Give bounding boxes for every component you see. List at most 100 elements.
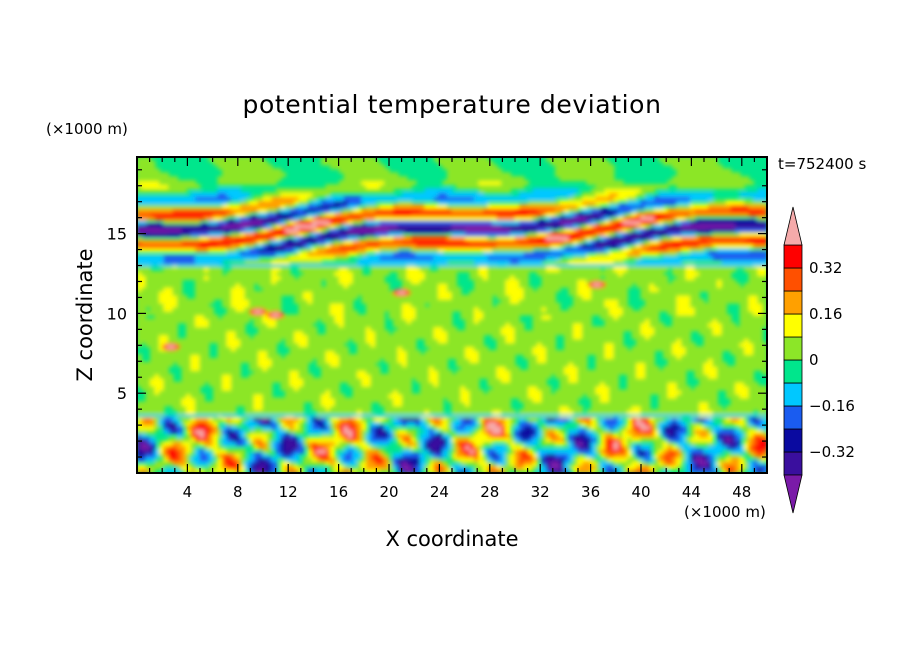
field-cell: [208, 464, 214, 470]
field-cell: [294, 464, 300, 470]
field-cell: [280, 235, 286, 241]
field-cell: [285, 282, 291, 288]
field-cell: [460, 346, 466, 352]
field-cell: [307, 377, 313, 383]
field-cell: [307, 298, 313, 304]
field-cell: [447, 286, 453, 292]
field-cell: [352, 330, 358, 336]
field-cell: [195, 369, 201, 375]
field-cell: [406, 452, 412, 458]
field-cell: [186, 334, 192, 340]
field-cell: [366, 452, 372, 458]
field-cell: [339, 219, 345, 225]
field-cell: [168, 381, 174, 387]
field-cell: [195, 211, 201, 217]
field-cell: [460, 207, 466, 213]
field-cell: [298, 365, 304, 371]
field-cell: [298, 425, 304, 431]
field-cell: [384, 354, 390, 359]
field-cell: [393, 346, 399, 352]
field-cell: [325, 421, 331, 427]
field-cell: [217, 330, 223, 336]
field-cell: [321, 381, 327, 387]
field-cell: [181, 215, 187, 221]
field-cell: [226, 322, 232, 328]
field-cell: [307, 444, 313, 450]
field-cell: [447, 346, 453, 352]
field-cell: [141, 436, 147, 442]
field-cell: [195, 278, 201, 284]
field-cell: [433, 357, 439, 363]
field-cell: [226, 318, 232, 324]
field-cell: [253, 196, 259, 201]
field-cell: [298, 243, 304, 249]
field-cell: [411, 278, 417, 284]
field-cell: [397, 429, 403, 434]
field-cell: [366, 389, 372, 395]
field-cell: [177, 405, 183, 411]
field-cell: [388, 385, 394, 391]
field-cell: [393, 417, 399, 423]
field-cell: [384, 294, 390, 300]
field-cell: [271, 294, 277, 300]
field-cell: [163, 361, 169, 367]
field-cell: [325, 282, 331, 288]
field-cell: [190, 393, 196, 399]
field-cell: [303, 314, 309, 320]
field-cell: [177, 275, 183, 280]
field-cell: [145, 302, 151, 308]
field-cell: [177, 448, 183, 454]
field-cell: [316, 448, 322, 454]
field-cell: [388, 306, 394, 312]
field-cell: [231, 278, 237, 284]
field-cell: [433, 456, 439, 462]
field-cell: [397, 456, 403, 462]
field-cell: [334, 199, 340, 205]
field-cell: [267, 196, 273, 201]
field-cell: [168, 207, 174, 213]
field-cell: [348, 282, 354, 288]
field-cell: [204, 401, 210, 407]
field-cell: [208, 326, 214, 332]
field-cell: [141, 314, 147, 320]
field-cell: [244, 219, 250, 225]
field-cell: [420, 286, 426, 292]
field-cell: [406, 184, 412, 190]
field-cell: [397, 334, 403, 340]
field-cell: [406, 219, 412, 225]
field-cell: [195, 282, 201, 288]
field-cell: [451, 456, 457, 462]
field-cell: [231, 188, 237, 194]
field-cell: [348, 219, 354, 225]
field-cell: [244, 243, 250, 249]
field-cell: [348, 365, 354, 371]
field-cell: [456, 157, 462, 162]
field-cell: [460, 425, 466, 431]
field-cell: [451, 278, 457, 284]
field-cell: [235, 271, 241, 276]
field-cell: [465, 176, 471, 182]
field-cell: [415, 373, 421, 379]
field-cell: [235, 302, 241, 308]
field-cell: [258, 330, 264, 336]
field-cell: [321, 251, 327, 257]
field-cell: [402, 440, 408, 446]
field-cell: [375, 231, 381, 237]
field-cell: [357, 271, 363, 276]
field-cell: [137, 436, 142, 442]
field-cell: [204, 468, 210, 473]
field-cell: [294, 354, 300, 359]
field-cell: [271, 275, 277, 280]
field-cell: [172, 354, 178, 359]
field-cell: [258, 290, 264, 296]
field-cell: [137, 235, 142, 241]
field-cell: [271, 440, 277, 446]
field-cell: [222, 346, 228, 352]
field-cell: [199, 350, 205, 355]
field-cell: [150, 207, 156, 213]
field-cell: [366, 275, 372, 280]
field-cell: [141, 405, 147, 411]
field-cell: [137, 180, 142, 186]
field-cell: [375, 417, 381, 423]
field-cell: [226, 401, 232, 407]
